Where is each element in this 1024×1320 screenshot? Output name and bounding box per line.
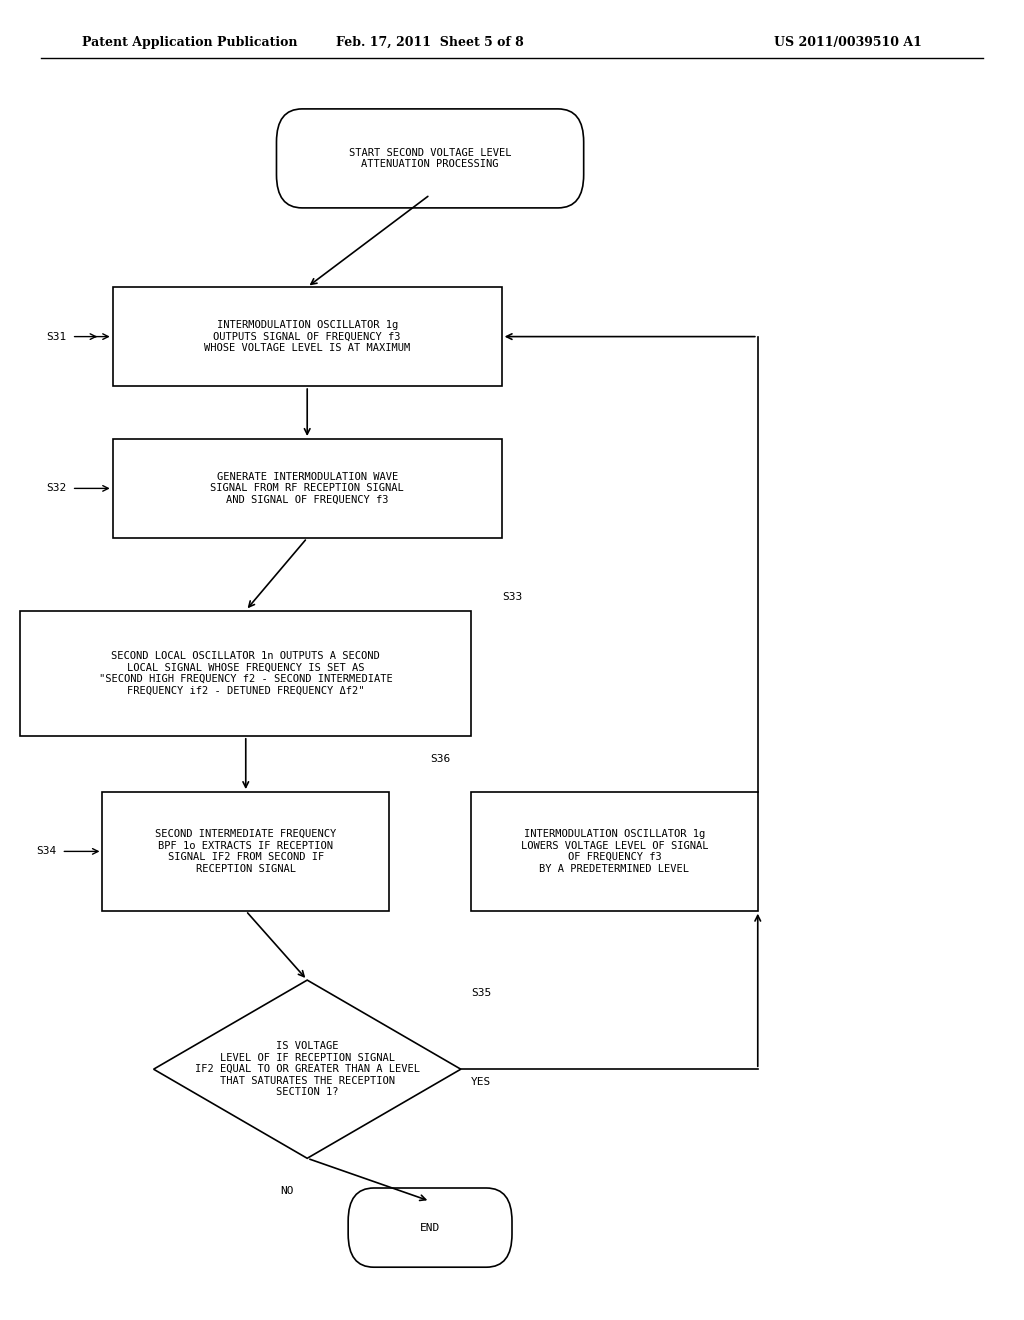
Text: GENERATE INTERMODULATION WAVE
SIGNAL FROM RF RECEPTION SIGNAL
AND SIGNAL OF FREQ: GENERATE INTERMODULATION WAVE SIGNAL FRO… <box>210 471 404 506</box>
Text: INTERMODULATION OSCILLATOR 1g
LOWERS VOLTAGE LEVEL OF SIGNAL
OF FREQUENCY f3
BY : INTERMODULATION OSCILLATOR 1g LOWERS VOL… <box>520 829 709 874</box>
FancyBboxPatch shape <box>276 110 584 207</box>
Text: FIG. 5: FIG. 5 <box>351 108 427 129</box>
Text: SECOND LOCAL OSCILLATOR 1n OUTPUTS A SECOND
LOCAL SIGNAL WHOSE FREQUENCY IS SET : SECOND LOCAL OSCILLATOR 1n OUTPUTS A SEC… <box>99 651 392 696</box>
Text: IS VOLTAGE
LEVEL OF IF RECEPTION SIGNAL
IF2 EQUAL TO OR GREATER THAN A LEVEL
THA: IS VOLTAGE LEVEL OF IF RECEPTION SIGNAL … <box>195 1041 420 1097</box>
Text: S31: S31 <box>46 331 67 342</box>
Text: YES: YES <box>471 1077 492 1088</box>
FancyBboxPatch shape <box>348 1188 512 1267</box>
Bar <box>102 792 389 911</box>
Text: NO: NO <box>280 1187 294 1196</box>
Text: US 2011/0039510 A1: US 2011/0039510 A1 <box>774 36 922 49</box>
Text: S34: S34 <box>36 846 56 857</box>
Text: START SECOND VOLTAGE LEVEL
ATTENUATION PROCESSING: START SECOND VOLTAGE LEVEL ATTENUATION P… <box>349 148 511 169</box>
Text: S32: S32 <box>46 483 67 494</box>
Text: END: END <box>420 1222 440 1233</box>
Text: S36: S36 <box>430 754 451 764</box>
Text: S35: S35 <box>471 989 492 998</box>
Bar <box>471 792 758 911</box>
Text: Feb. 17, 2011  Sheet 5 of 8: Feb. 17, 2011 Sheet 5 of 8 <box>336 36 524 49</box>
Polygon shape <box>154 979 461 1159</box>
Bar <box>113 438 502 539</box>
Bar <box>20 610 471 737</box>
Text: S33: S33 <box>502 593 522 602</box>
Bar <box>113 288 502 385</box>
Text: Patent Application Publication: Patent Application Publication <box>82 36 297 49</box>
Text: SECOND INTERMEDIATE FREQUENCY
BPF 1o EXTRACTS IF RECEPTION
SIGNAL IF2 FROM SECON: SECOND INTERMEDIATE FREQUENCY BPF 1o EXT… <box>155 829 337 874</box>
Text: INTERMODULATION OSCILLATOR 1g
OUTPUTS SIGNAL OF FREQUENCY f3
WHOSE VOLTAGE LEVEL: INTERMODULATION OSCILLATOR 1g OUTPUTS SI… <box>204 319 411 354</box>
